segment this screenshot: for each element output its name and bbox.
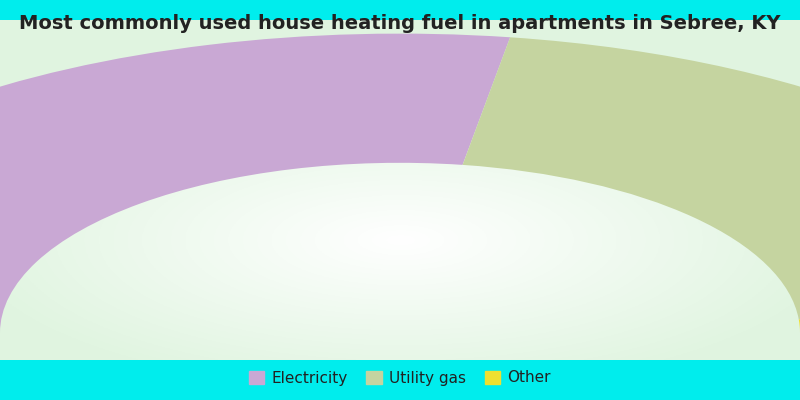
Text: Most commonly used house heating fuel in apartments in Sebree, KY: Most commonly used house heating fuel in…: [19, 14, 781, 33]
Wedge shape: [462, 37, 800, 320]
Wedge shape: [0, 34, 510, 333]
Legend: Electricity, Utility gas, Other: Electricity, Utility gas, Other: [249, 370, 551, 386]
Wedge shape: [798, 309, 800, 333]
